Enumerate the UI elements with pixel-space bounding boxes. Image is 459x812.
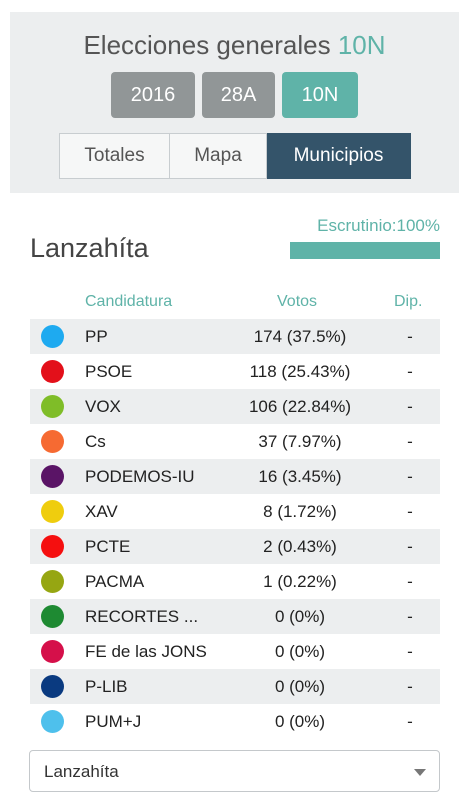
table-row: PSOE 118 (25.43%) - (30, 354, 440, 389)
party-color-dot-icon (41, 570, 64, 593)
table-row: Cs 37 (7.97%) - (30, 424, 440, 459)
party-seats: - (407, 397, 413, 416)
party-color-dot-icon (41, 430, 64, 453)
municipality-select-value: Lanzahíta (44, 762, 119, 781)
chevron-down-icon (414, 769, 426, 776)
party-name: Cs (85, 432, 106, 451)
party-seats: - (407, 642, 413, 661)
party-name: PSOE (85, 362, 133, 381)
party-color-dot-icon (41, 640, 64, 663)
party-seats: - (407, 712, 413, 731)
title-main: Elecciones generales (83, 30, 331, 60)
party-votes: 37 (7.97%) (258, 432, 342, 451)
party-votes: 0 (0%) (274, 607, 326, 626)
municipality-title: Lanzahíta (30, 233, 149, 263)
table-row: PP 174 (37.5%) - (30, 319, 440, 354)
party-votes: 106 (22.84%) (248, 397, 352, 416)
party-votes: 174 (37.5%) (253, 327, 347, 346)
party-color-dot-icon (41, 500, 64, 523)
party-name: VOX (85, 397, 121, 416)
year-button-10n[interactable]: 10N (282, 72, 358, 118)
party-seats: - (407, 362, 413, 381)
view-tabs: Totales Mapa Municipios (59, 133, 411, 179)
party-color-dot-icon (41, 360, 64, 383)
party-seats: - (407, 572, 413, 591)
party-name: PP (85, 327, 108, 346)
column-header-seats: Dip. (394, 293, 423, 310)
party-name: PODEMOS-IU (85, 467, 195, 486)
table-row: PODEMOS-IU 16 (3.45%) - (30, 459, 440, 494)
page-title: Elecciones generales 10N (10, 30, 459, 61)
party-seats: - (407, 537, 413, 556)
table-row: RECORTES ... 0 (0%) - (30, 599, 440, 634)
title-highlight: 10N (337, 30, 386, 60)
party-color-dot-icon (41, 465, 64, 488)
party-color-dot-icon (41, 325, 64, 348)
party-name: FE de las JONS (85, 642, 207, 661)
party-votes: 118 (25.43%) (249, 362, 351, 381)
scrutiny-label: Escrutinio:100% (317, 216, 440, 235)
table-row: PCTE 2 (0.43%) - (30, 529, 440, 564)
column-header-party: Candidatura (85, 293, 173, 310)
table-row: VOX 106 (22.84%) - (30, 389, 440, 424)
party-color-dot-icon (41, 675, 64, 698)
party-color-dot-icon (41, 605, 64, 628)
year-button-2016[interactable]: 2016 (111, 72, 195, 118)
party-votes: 0 (0%) (274, 677, 326, 696)
table-row: FE de las JONS 0 (0%) - (30, 634, 440, 669)
election-header: Elecciones generales 10N 2016 28A 10N To… (10, 12, 459, 193)
party-name: PCTE (85, 537, 131, 556)
party-name: PACMA (85, 572, 145, 591)
party-name: P-LIB (85, 677, 128, 696)
party-color-dot-icon (41, 535, 64, 558)
party-name: RECORTES ... (85, 607, 199, 626)
tab-municipios[interactable]: Municipios (267, 133, 411, 179)
party-votes: 2 (0.43%) (263, 537, 337, 556)
municipality-select[interactable]: Lanzahíta (29, 750, 440, 792)
party-name: XAV (85, 502, 118, 521)
party-color-dot-icon (41, 710, 64, 733)
party-seats: - (407, 607, 413, 626)
party-votes: 16 (3.45%) (258, 467, 342, 486)
party-seats: - (407, 432, 413, 451)
party-votes: 0 (0%) (274, 712, 326, 731)
party-votes: 8 (1.72%) (263, 502, 337, 521)
party-name: PUM+J (85, 712, 142, 731)
scrutiny-progress-bar (290, 242, 440, 259)
party-color-dot-icon (41, 395, 64, 418)
party-seats: - (407, 327, 413, 346)
tab-totales[interactable]: Totales (59, 133, 170, 179)
party-votes: 0 (0%) (274, 642, 326, 661)
table-row: PACMA 1 (0.22%) - (30, 564, 440, 599)
table-row: PUM+J 0 (0%) - (30, 704, 440, 739)
table-row: XAV 8 (1.72%) - (30, 494, 440, 529)
scrutiny-progress-fill (290, 242, 440, 259)
column-header-votes: Votos (277, 293, 318, 310)
tab-mapa[interactable]: Mapa (170, 133, 267, 179)
party-seats: - (407, 467, 413, 486)
year-button-28a[interactable]: 28A (202, 72, 275, 118)
party-seats: - (407, 502, 413, 521)
party-seats: - (407, 677, 413, 696)
party-votes: 1 (0.22%) (263, 572, 337, 591)
table-row: P-LIB 0 (0%) - (30, 669, 440, 704)
